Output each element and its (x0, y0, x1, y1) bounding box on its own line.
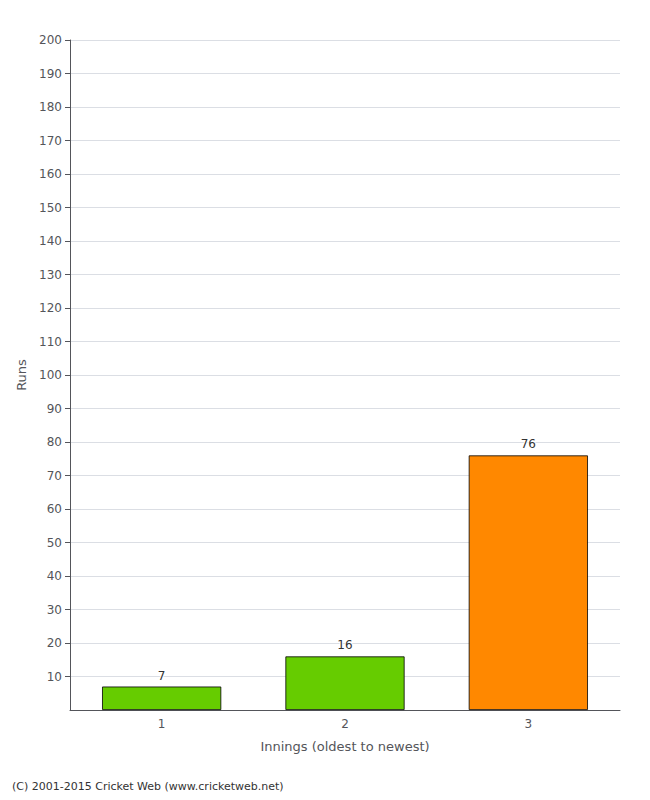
svg-text:1: 1 (158, 717, 166, 731)
svg-text:60: 60 (47, 502, 62, 516)
svg-text:140: 140 (39, 234, 62, 248)
svg-text:190: 190 (39, 67, 62, 81)
svg-text:76: 76 (521, 437, 536, 451)
svg-text:80: 80 (47, 435, 62, 449)
svg-text:30: 30 (47, 603, 62, 617)
svg-text:40: 40 (47, 569, 62, 583)
svg-text:110: 110 (39, 335, 62, 349)
svg-text:3: 3 (525, 717, 533, 731)
svg-text:10: 10 (47, 670, 62, 684)
svg-text:Runs: Runs (14, 359, 29, 391)
svg-text:130: 130 (39, 268, 62, 282)
svg-text:(C) 2001-2015 Cricket Web (www: (C) 2001-2015 Cricket Web (www.cricketwe… (12, 780, 284, 793)
svg-text:70: 70 (47, 469, 62, 483)
svg-text:7: 7 (158, 669, 166, 683)
svg-text:2: 2 (341, 717, 349, 731)
svg-text:180: 180 (39, 100, 62, 114)
svg-text:160: 160 (39, 167, 62, 181)
svg-text:150: 150 (39, 201, 62, 215)
svg-text:50: 50 (47, 536, 62, 550)
svg-text:200: 200 (39, 33, 62, 47)
svg-text:90: 90 (47, 402, 62, 416)
svg-text:170: 170 (39, 134, 62, 148)
svg-text:16: 16 (337, 638, 352, 652)
svg-text:120: 120 (39, 301, 62, 315)
svg-text:100: 100 (39, 368, 62, 382)
svg-text:Innings (oldest to newest): Innings (oldest to newest) (260, 739, 429, 754)
svg-text:20: 20 (47, 636, 62, 650)
